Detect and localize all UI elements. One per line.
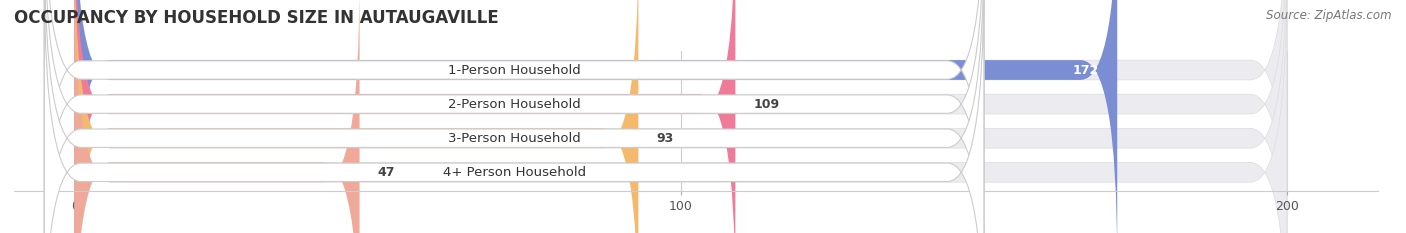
- FancyBboxPatch shape: [75, 0, 360, 233]
- FancyBboxPatch shape: [45, 0, 984, 233]
- Text: Source: ZipAtlas.com: Source: ZipAtlas.com: [1267, 9, 1392, 22]
- FancyBboxPatch shape: [45, 0, 984, 233]
- FancyBboxPatch shape: [75, 0, 1286, 233]
- Text: 47: 47: [378, 166, 395, 179]
- FancyBboxPatch shape: [75, 0, 1118, 233]
- FancyBboxPatch shape: [45, 0, 984, 233]
- Text: 93: 93: [657, 132, 673, 145]
- Text: 2-Person Household: 2-Person Household: [447, 98, 581, 111]
- Text: 1-Person Household: 1-Person Household: [447, 64, 581, 76]
- FancyBboxPatch shape: [75, 0, 638, 233]
- Text: 172: 172: [1073, 64, 1099, 76]
- Text: 109: 109: [754, 98, 780, 111]
- FancyBboxPatch shape: [75, 0, 1286, 233]
- Text: 4+ Person Household: 4+ Person Household: [443, 166, 586, 179]
- Text: 3-Person Household: 3-Person Household: [447, 132, 581, 145]
- FancyBboxPatch shape: [75, 0, 1286, 233]
- FancyBboxPatch shape: [75, 0, 1286, 233]
- FancyBboxPatch shape: [45, 0, 984, 233]
- FancyBboxPatch shape: [75, 0, 735, 233]
- Text: OCCUPANCY BY HOUSEHOLD SIZE IN AUTAUGAVILLE: OCCUPANCY BY HOUSEHOLD SIZE IN AUTAUGAVI…: [14, 9, 499, 27]
